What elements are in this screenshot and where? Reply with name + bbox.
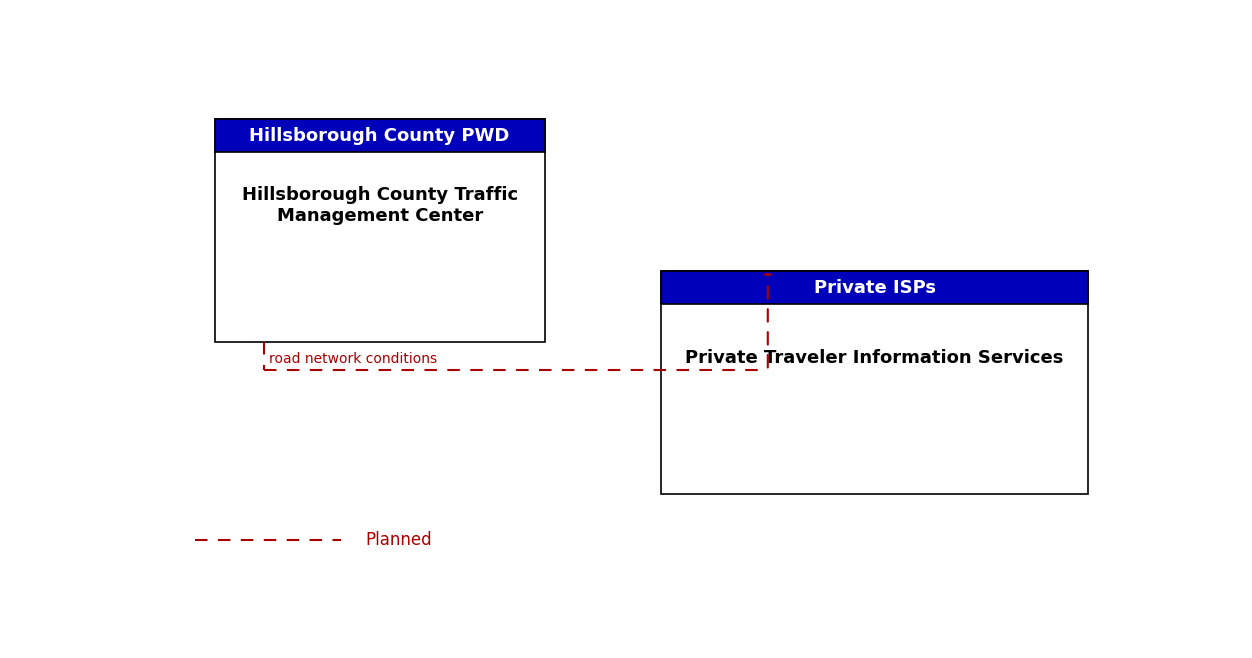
Bar [215,120,545,342]
Text: Hillsborough County PWD: Hillsborough County PWD [249,127,510,145]
Bar [661,272,1088,305]
Text: Private ISPs: Private ISPs [814,279,935,297]
Bar [661,272,1088,494]
Text: road network conditions: road network conditions [269,352,437,367]
Text: Planned: Planned [366,531,432,549]
Bar [215,120,545,153]
Text: Hillsborough County Traffic
Management Center: Hillsborough County Traffic Management C… [242,186,518,225]
Text: Private Traveler Information Services: Private Traveler Information Services [685,349,1064,367]
